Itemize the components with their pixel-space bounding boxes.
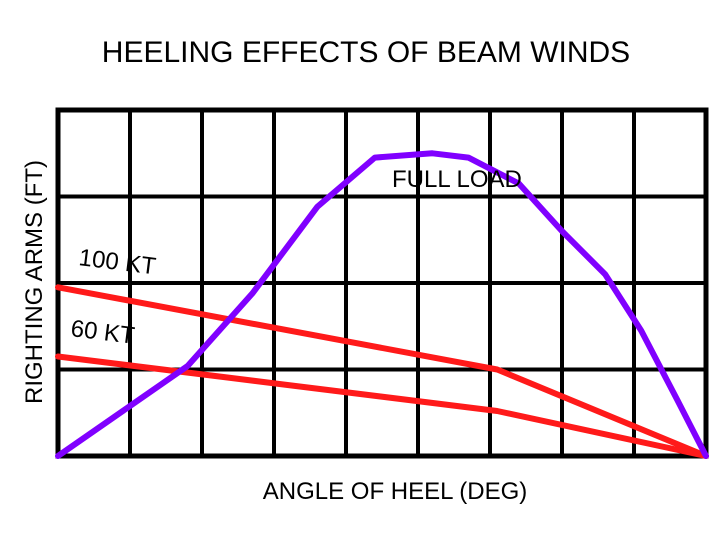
series-labels: FULL LOAD 100 KT 60 KT: [69, 166, 522, 350]
chart-title: HEELING EFFECTS OF BEAM WINDS: [102, 36, 630, 69]
series-label-100-kt: 100 KT: [77, 244, 157, 280]
series-line-60-kt: [55, 353, 709, 459]
x-axis-label: ANGLE OF HEEL (DEG): [263, 478, 528, 505]
series-label-full-load: FULL LOAD: [392, 166, 522, 193]
series-line-full-load: [55, 150, 709, 459]
series-label-60-kt: 60 KT: [69, 315, 136, 350]
series-line-100-kt: [55, 284, 709, 459]
plot-frame: [55, 107, 709, 459]
y-axis-label: RIGHTING ARMS (FT): [21, 160, 48, 404]
plot-series: [55, 150, 709, 459]
